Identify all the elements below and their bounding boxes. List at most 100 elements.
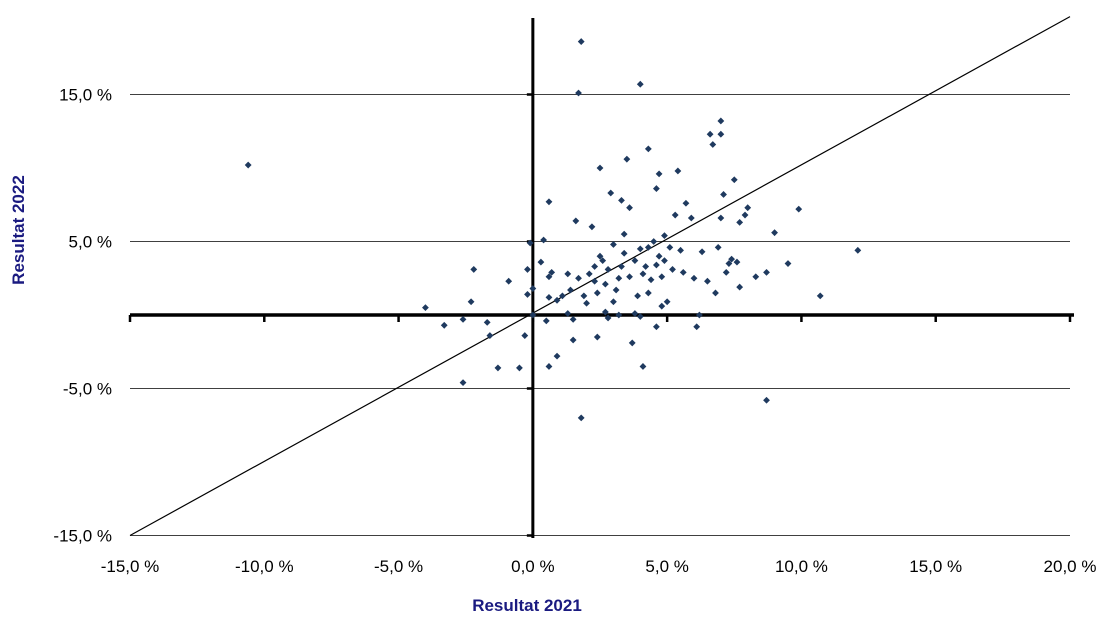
data-point xyxy=(588,223,596,231)
data-point xyxy=(494,364,502,372)
reference-line-group xyxy=(129,16,1071,537)
data-point xyxy=(816,292,824,300)
data-point xyxy=(631,257,639,265)
data-point xyxy=(674,167,682,175)
data-point xyxy=(795,205,803,213)
x-tick-label: 0,0 % xyxy=(511,557,554,576)
data-point xyxy=(459,379,467,387)
data-point xyxy=(575,89,582,97)
y-tick-label: 15,0 % xyxy=(59,86,112,105)
data-point xyxy=(569,316,577,323)
x-tick-label: -5,0 % xyxy=(374,557,423,576)
data-point xyxy=(604,314,612,322)
data-point xyxy=(553,296,561,304)
data-point xyxy=(524,291,531,298)
data-point xyxy=(695,311,703,319)
data-point xyxy=(607,189,615,197)
data-point xyxy=(854,246,862,254)
data-point xyxy=(542,317,550,325)
data-point xyxy=(658,302,666,310)
data-point xyxy=(666,243,674,251)
data-point xyxy=(422,304,429,312)
data-point xyxy=(736,283,744,291)
data-point xyxy=(663,298,671,306)
data-point xyxy=(639,270,647,278)
data-point xyxy=(763,396,770,404)
data-point xyxy=(440,321,448,329)
data-point xyxy=(604,266,612,273)
data-point xyxy=(467,298,475,306)
data-point xyxy=(529,285,537,292)
data-point xyxy=(682,199,690,207)
data-point xyxy=(618,196,625,204)
data-point xyxy=(679,268,687,276)
data-point xyxy=(626,273,633,281)
data-point xyxy=(644,145,652,153)
data-point xyxy=(572,217,580,225)
reference-line xyxy=(129,16,1071,537)
data-point xyxy=(615,311,623,319)
data-point xyxy=(569,336,577,344)
data-point xyxy=(784,260,792,267)
data-point xyxy=(628,339,636,347)
data-point xyxy=(639,363,647,370)
data-point xyxy=(626,204,633,212)
y-tick-labels: -15,0 % -5,0 % 5,0 % 15,0 % xyxy=(53,86,112,546)
data-point xyxy=(690,274,698,282)
data-point xyxy=(486,332,494,339)
data-point xyxy=(725,260,733,267)
data-point xyxy=(540,236,547,244)
data-point xyxy=(470,266,478,273)
data-point xyxy=(698,248,706,256)
x-tick-label: 20,0 % xyxy=(1044,557,1097,576)
data-point xyxy=(631,310,639,317)
data-point xyxy=(593,333,601,341)
data-point xyxy=(704,277,711,285)
data-point xyxy=(634,292,641,300)
data-point xyxy=(655,170,663,178)
data-point xyxy=(717,130,725,138)
data-point xyxy=(559,292,566,300)
data-point xyxy=(545,293,553,301)
data-point xyxy=(771,229,778,237)
data-point xyxy=(615,274,623,282)
data-point xyxy=(575,274,582,282)
data-point xyxy=(545,363,553,370)
data-point xyxy=(459,316,467,323)
data-point xyxy=(706,130,714,138)
data-point xyxy=(728,255,735,263)
data-point xyxy=(591,263,599,270)
data-point xyxy=(526,239,534,247)
data-point xyxy=(650,238,658,245)
y-tick-label: -15,0 % xyxy=(53,527,112,546)
data-point xyxy=(601,280,609,288)
data-point xyxy=(596,164,604,172)
data-point xyxy=(655,252,663,260)
data-point xyxy=(644,243,652,251)
data-point xyxy=(709,141,717,148)
data-point xyxy=(564,270,572,278)
data-point xyxy=(620,249,628,257)
data-point xyxy=(567,286,574,294)
data-point xyxy=(545,273,553,281)
data-point xyxy=(733,258,741,266)
data-point xyxy=(524,266,531,273)
data-point xyxy=(577,414,585,422)
data-point xyxy=(620,230,628,238)
data-point xyxy=(545,198,553,206)
x-tick-labels: -15,0 % -10,0 % -5,0 % 0,0 % 5,0 % 10,0 % 15,0… xyxy=(101,557,1097,576)
data-point xyxy=(636,80,644,88)
data-point xyxy=(596,252,604,260)
data-point xyxy=(693,323,701,331)
data-point xyxy=(714,243,722,251)
y-tick-label: -5,0 % xyxy=(63,380,112,399)
x-tick-label: 10,0 % xyxy=(775,557,828,576)
data-point xyxy=(671,211,679,219)
data-point xyxy=(720,191,727,198)
data-point xyxy=(661,257,668,265)
data-point xyxy=(717,117,725,125)
data-point xyxy=(752,273,760,281)
data-point xyxy=(644,289,652,297)
data-point xyxy=(505,277,513,285)
data-point xyxy=(583,299,590,307)
